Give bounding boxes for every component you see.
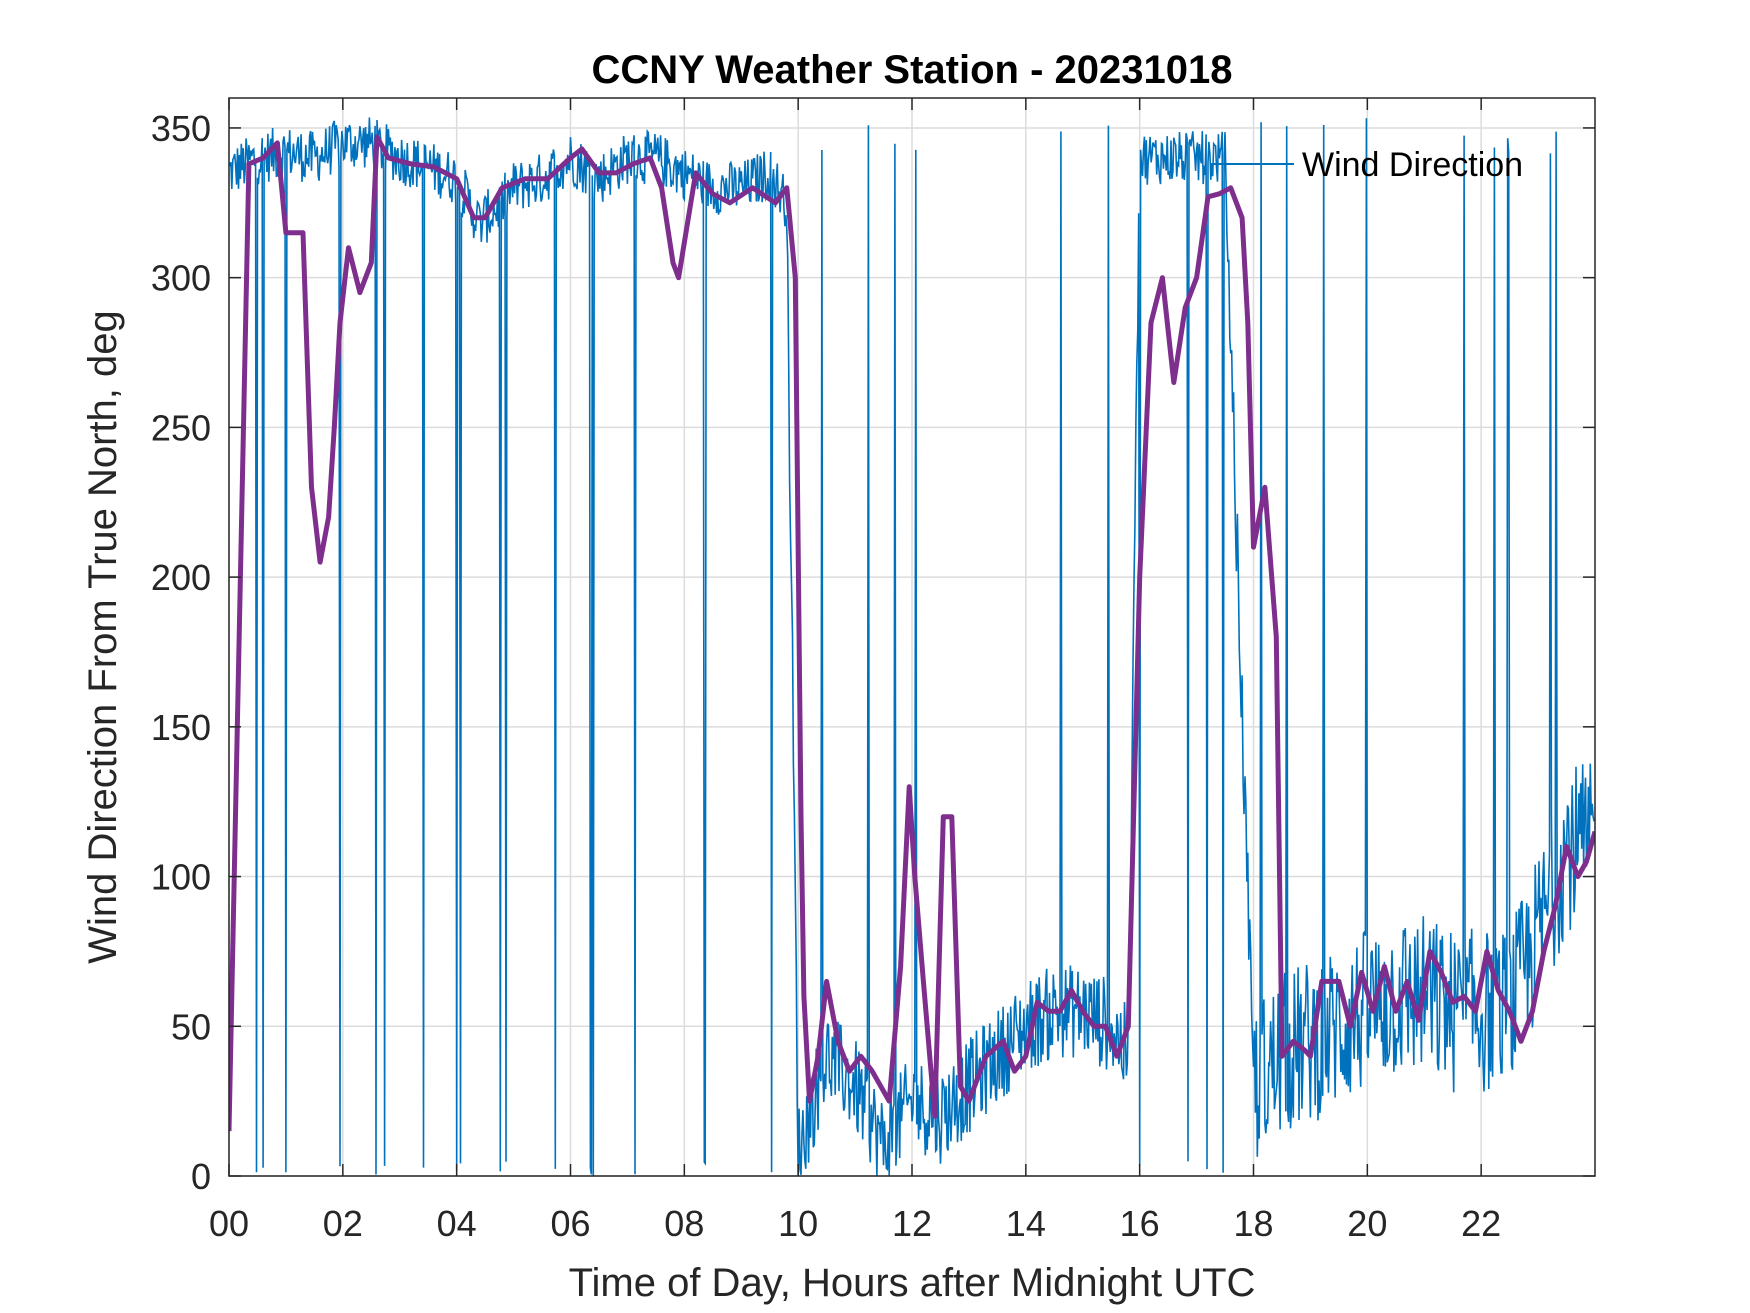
x-tick-label: 06 (550, 1203, 590, 1244)
x-tick-label: 00 (209, 1203, 249, 1244)
chart-title: CCNY Weather Station - 20231018 (592, 48, 1233, 92)
x-tick-label: 14 (1006, 1203, 1046, 1244)
x-tick-label: 20 (1347, 1203, 1387, 1244)
smoothed-wind-direction-line (229, 134, 1595, 1132)
y-axis-label: Wind Direction From True North, deg (81, 310, 125, 964)
y-tick-label: 250 (151, 407, 211, 448)
y-tick-label: 200 (151, 557, 211, 598)
x-tick-label: 12 (892, 1203, 932, 1244)
y-tick-label: 300 (151, 258, 211, 299)
x-tick-label: 08 (664, 1203, 704, 1244)
x-tick-label: 02 (323, 1203, 363, 1244)
y-tick-label: 350 (151, 108, 211, 149)
x-axis-label: Time of Day, Hours after Midnight UTC (569, 1261, 1256, 1305)
legend-label-wind-direction: Wind Direction (1302, 146, 1523, 184)
smoothed-wind-direction-series (229, 134, 1595, 1132)
x-tick-label: 22 (1461, 1203, 1501, 1244)
y-tick-label: 100 (151, 857, 211, 898)
x-tick-labels: 00 02 04 06 08 10 12 14 16 18 20 22 (209, 1203, 1501, 1244)
x-tick-label: 18 (1233, 1203, 1273, 1244)
x-tick-label: 04 (437, 1203, 477, 1244)
x-tick-label: 10 (778, 1203, 818, 1244)
raw-wind-direction-series (229, 117, 1595, 1176)
legend: Wind Direction (1210, 146, 1523, 184)
y-tick-label: 0 (191, 1156, 211, 1197)
y-tick-label: 150 (151, 707, 211, 748)
axis-ticks (228, 98, 1595, 1177)
y-tick-label: 50 (171, 1006, 211, 1047)
x-tick-label: 16 (1120, 1203, 1160, 1244)
y-tick-labels: 0 50 100 150 200 250 300 350 (151, 108, 211, 1197)
raw-wind-direction-line (229, 117, 1595, 1176)
